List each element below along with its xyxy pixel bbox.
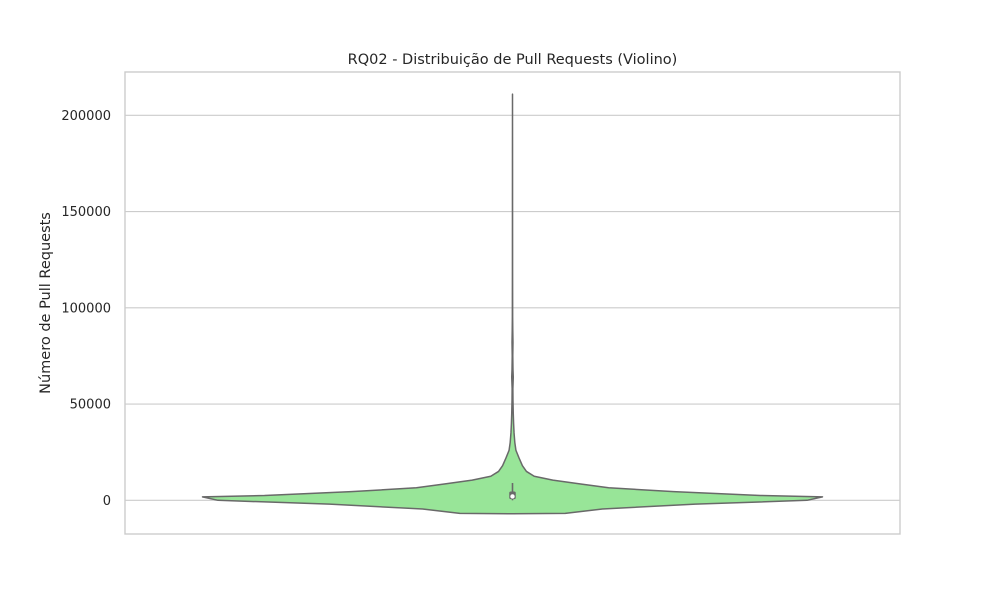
- y-tick-label: 100000: [61, 301, 111, 316]
- box-median: [510, 494, 515, 499]
- y-tick-label: 50000: [70, 398, 111, 413]
- y-tick-label: 0: [103, 494, 111, 509]
- y-tick-label: 200000: [61, 109, 111, 124]
- y-axis-label: Número de Pull Requests: [38, 212, 54, 394]
- y-tick-labels: 0 50000 100000 150000 200000: [61, 109, 111, 509]
- plot-frame: [124, 71, 901, 535]
- violin-plot: [201, 93, 824, 515]
- y-tick-label: 150000: [61, 205, 111, 220]
- chart-title: RQ02 - Distribuição de Pull Requests (Vi…: [348, 52, 678, 68]
- violin-body: [201, 93, 824, 515]
